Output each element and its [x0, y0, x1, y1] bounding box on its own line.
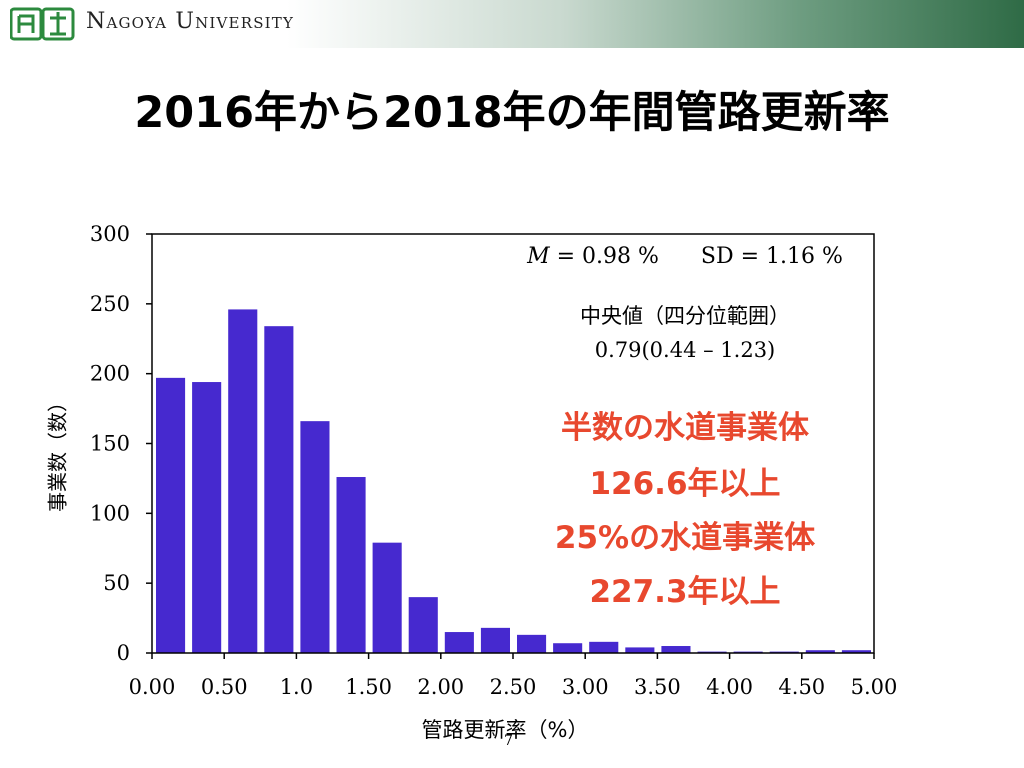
bar-0 — [156, 377, 186, 653]
highlight-line-4: 227.3年以上 — [589, 574, 781, 610]
x-tick-label: 4.00 — [706, 675, 753, 699]
stats-m-value: = 0.98 % — [549, 244, 659, 269]
y-tick-label: 300 — [90, 222, 130, 246]
page-number: 7 — [504, 733, 513, 749]
bar-4 — [300, 421, 330, 653]
x-tick-label: 5.00 — [851, 675, 898, 699]
bar-3 — [264, 326, 294, 653]
x-axis-label: 管路更新率（%） — [421, 718, 589, 742]
x-tick-label: 4.50 — [778, 675, 825, 699]
bar-13 — [625, 647, 655, 653]
y-tick-label: 150 — [90, 432, 130, 456]
y-tick-label: 0 — [117, 641, 130, 665]
bar-14 — [661, 646, 691, 653]
y-axis-label: 事業数（数） — [45, 392, 70, 512]
header-band — [0, 0, 1024, 48]
bar-12 — [589, 641, 619, 653]
bar-10 — [517, 634, 547, 653]
x-tick-label: 2.00 — [417, 675, 464, 699]
university-name: Nagoya University — [86, 9, 295, 34]
bar-5 — [336, 477, 366, 653]
y-tick-label: 100 — [90, 501, 130, 525]
highlight-line-3: 25%の水道事業体 — [554, 520, 816, 556]
nagoya-university-logo — [10, 7, 75, 41]
x-tick-label: 3.00 — [562, 675, 609, 699]
bar-6 — [372, 542, 402, 653]
bar-2 — [228, 309, 258, 653]
highlight-line-1: 半数の水道事業体 — [561, 410, 809, 446]
median-label: 中央値（四分位範囲） — [580, 304, 790, 328]
bar-19 — [841, 650, 871, 653]
bar-8 — [444, 632, 474, 653]
x-tick-label: 1.50 — [345, 675, 392, 699]
x-tick-label: 3.50 — [634, 675, 681, 699]
bar-7 — [408, 597, 438, 653]
x-tick-label: 0.50 — [201, 675, 248, 699]
y-tick-label: 50 — [103, 571, 130, 595]
bar-11 — [553, 643, 583, 653]
stats-m-symbol: M — [527, 244, 550, 269]
median-value: 0.79(0.44 – 1.23) — [594, 338, 776, 362]
x-tick-label: 0.00 — [129, 675, 176, 699]
highlight-line-2: 126.6年以上 — [589, 466, 781, 502]
y-tick-label: 250 — [90, 292, 130, 316]
x-tick-label: 1.0 — [280, 675, 313, 699]
stats-sd: SD = 1.16 % — [700, 244, 843, 269]
stats-line: M = 0.98 % SD = 1.16 % — [500, 244, 870, 269]
bar-9 — [480, 627, 510, 653]
slide-title: 2016年から2018年の年間管路更新率 — [134, 88, 890, 138]
bar-18 — [805, 650, 835, 653]
y-tick-label: 200 — [90, 362, 130, 386]
bar-1 — [192, 382, 222, 653]
x-tick-label: 2.50 — [490, 675, 537, 699]
